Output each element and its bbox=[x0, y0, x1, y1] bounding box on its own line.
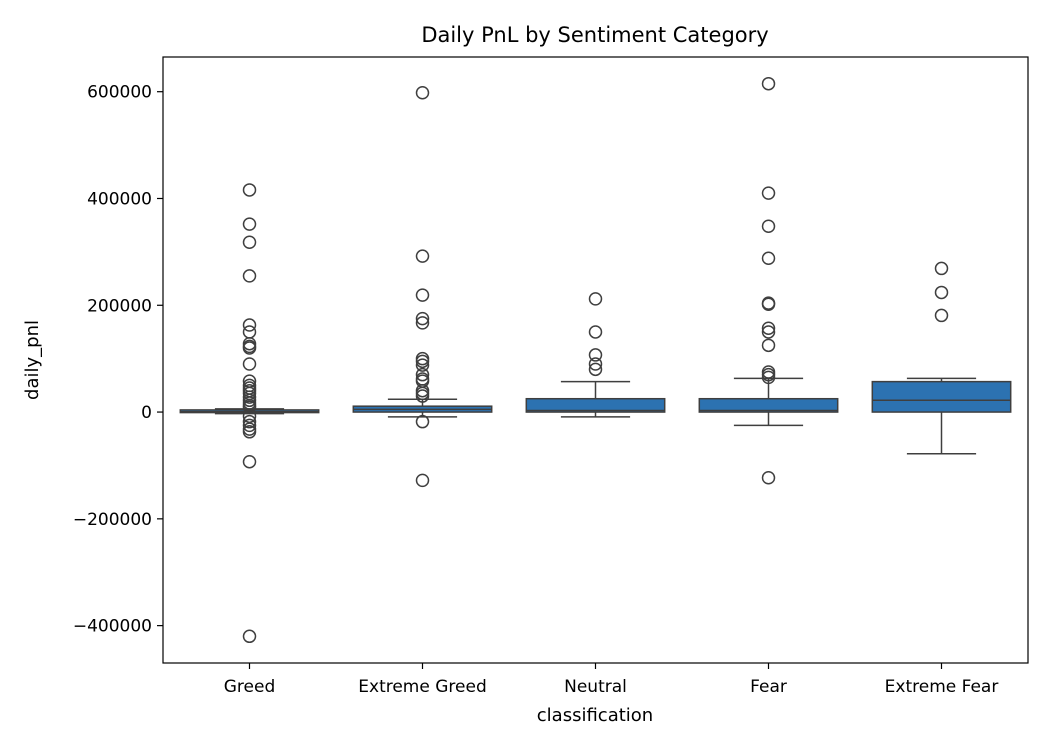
box-group-greed bbox=[179, 183, 320, 644]
chart-title: Daily PnL by Sentiment Category bbox=[421, 23, 768, 47]
outlier-point bbox=[761, 321, 776, 335]
outlier-point bbox=[242, 425, 257, 439]
x-axis-label: classification bbox=[537, 705, 653, 726]
box-group-extreme-fear bbox=[871, 261, 1012, 455]
x-tick-label: Neutral bbox=[564, 677, 627, 697]
outlier-point bbox=[588, 362, 603, 377]
outlier-point bbox=[415, 311, 430, 326]
outlier-point bbox=[415, 354, 430, 369]
x-tick-label: Extreme Greed bbox=[358, 677, 486, 697]
outlier-point bbox=[242, 183, 257, 197]
iqr-box bbox=[871, 380, 1012, 413]
outlier-point bbox=[242, 357, 257, 371]
outlier-point bbox=[415, 86, 430, 100]
y-tick-label: −200000 bbox=[73, 510, 152, 530]
outlier-point bbox=[934, 261, 949, 276]
x-tick-label: Extreme Fear bbox=[885, 677, 999, 697]
outlier-point bbox=[934, 285, 949, 300]
outlier-point bbox=[588, 325, 603, 339]
box-group-neutral bbox=[525, 292, 666, 418]
y-tick-label: 400000 bbox=[87, 189, 152, 209]
y-tick-label: 600000 bbox=[87, 83, 152, 103]
outlier-point bbox=[761, 297, 776, 311]
box-group-fear bbox=[698, 76, 839, 485]
outlier-point bbox=[588, 292, 603, 306]
iqr-box bbox=[698, 397, 839, 413]
outlier-point bbox=[588, 348, 603, 362]
outlier-point bbox=[242, 409, 257, 424]
outlier-point bbox=[761, 370, 776, 385]
plot-area bbox=[179, 76, 1012, 644]
outlier-point bbox=[588, 357, 603, 371]
box-group-extreme-greed bbox=[352, 86, 493, 488]
outlier-point bbox=[242, 325, 257, 339]
outlier-point bbox=[242, 418, 257, 433]
outlier-point bbox=[934, 308, 949, 323]
y-tick-label: 200000 bbox=[87, 296, 152, 316]
outlier-point bbox=[415, 414, 430, 429]
outlier-point bbox=[242, 217, 257, 231]
axes: 600000 400000 200000 0 −200000 −400000 Greed Ex… bbox=[73, 83, 998, 697]
outlier-point bbox=[242, 390, 257, 404]
outlier-point bbox=[761, 251, 776, 266]
outlier-point bbox=[242, 235, 257, 250]
outlier-point bbox=[415, 358, 430, 372]
outlier-point bbox=[242, 318, 257, 332]
outlier-point bbox=[415, 288, 430, 302]
outlier-point bbox=[761, 325, 776, 339]
outlier-point bbox=[761, 338, 776, 353]
outlier-point bbox=[242, 341, 257, 355]
x-tick-label: Greed bbox=[224, 677, 276, 697]
outlier-point bbox=[415, 473, 430, 488]
outlier-point bbox=[761, 76, 776, 91]
x-tick-label: Fear bbox=[750, 677, 787, 697]
outlier-point bbox=[761, 186, 776, 200]
outlier-point bbox=[242, 454, 257, 469]
outlier-point bbox=[242, 414, 257, 429]
y-tick-label: 0 bbox=[141, 403, 152, 423]
outlier-point bbox=[242, 629, 257, 644]
y-tick-label: −400000 bbox=[73, 617, 152, 637]
outlier-point bbox=[415, 249, 430, 263]
outlier-point bbox=[761, 219, 776, 234]
outlier-point bbox=[415, 316, 430, 330]
plot-frame bbox=[162, 56, 1029, 664]
outlier-point bbox=[415, 389, 430, 403]
outlier-point bbox=[242, 400, 257, 415]
outlier-point bbox=[242, 269, 257, 283]
outlier-point bbox=[415, 367, 430, 382]
outlier-point bbox=[415, 386, 430, 401]
y-axis-label: daily_pnl bbox=[22, 320, 43, 400]
outlier-point bbox=[761, 470, 776, 485]
iqr-box bbox=[525, 397, 666, 413]
